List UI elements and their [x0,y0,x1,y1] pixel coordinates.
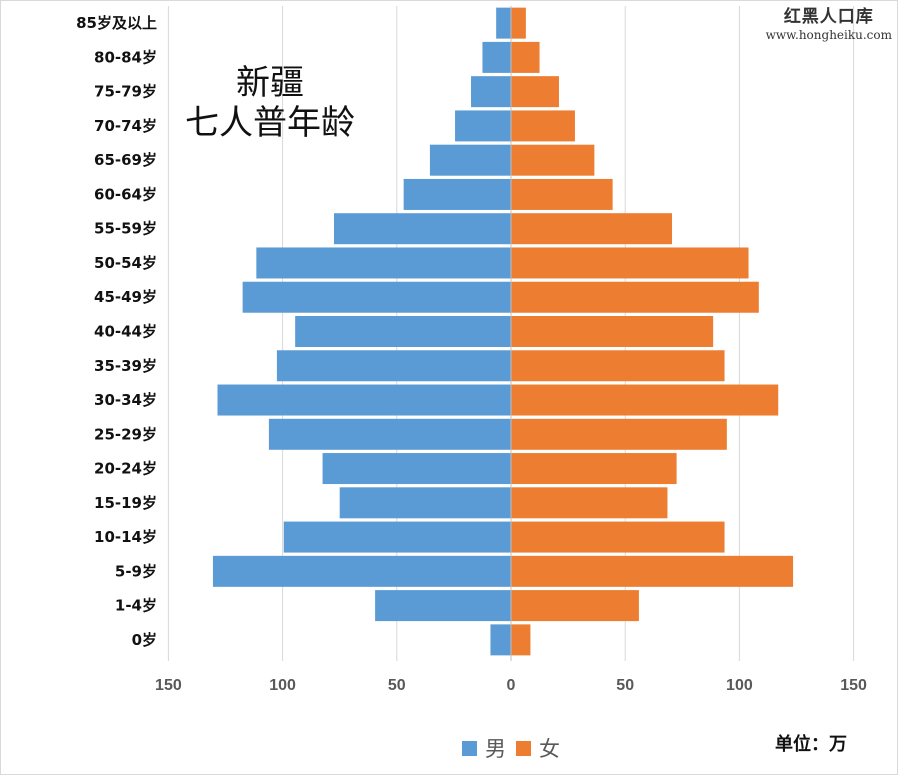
chart-title-line1: 新疆 [236,63,304,103]
age-label-2: 75-79岁 [94,83,157,101]
bar-female-13 [511,453,677,485]
bar-female-6 [511,213,673,245]
bar-male-13 [322,453,511,485]
age-label-11: 30-34岁 [94,391,157,409]
bar-female-17 [511,590,639,622]
age-label-12: 25-29岁 [94,425,157,443]
bar-male-1 [482,41,511,73]
age-label-1: 80-84岁 [94,48,157,66]
age-label-8: 45-49岁 [94,288,157,306]
x-tick-label-4: 50 [616,677,634,694]
bar-male-3 [455,110,511,142]
x-tick-labels: 150 100 50 0 50 100 150 [155,677,867,694]
unit-label: 单位：万 [775,734,847,755]
bar-male-14 [339,487,511,519]
age-label-15: 10-14岁 [94,528,157,546]
bar-male-10 [276,350,511,382]
bar-male-6 [333,213,511,245]
age-label-0: 85岁及以上 [76,14,157,32]
age-label-16: 5-9岁 [115,562,157,580]
bar-female-3 [511,110,575,142]
bar-male-16 [212,555,512,587]
bar-female-0 [511,7,526,39]
bar-male-12 [268,418,511,450]
bar-female-11 [511,384,779,416]
bars [212,7,794,656]
age-label-4: 65-69岁 [94,151,157,169]
bar-male-4 [429,144,511,176]
age-label-18: 0岁 [132,631,157,649]
bar-female-4 [511,144,595,176]
bar-female-18 [511,624,531,656]
legend-item-male: 男 [462,733,506,763]
bar-male-11 [217,384,512,416]
chart-legend: 男 女 [462,733,570,763]
x-tick-label-6: 150 [840,677,867,694]
legend-label-male: 男 [485,737,506,761]
bar-female-9 [511,316,714,347]
bar-female-12 [511,418,727,450]
watermark: 红黑人口库 www.hongheiku.com [766,2,892,42]
bar-female-8 [511,281,759,313]
legend-swatch-female [516,740,531,756]
bar-female-14 [511,487,668,519]
bar-female-10 [511,350,725,382]
bar-female-1 [511,41,540,73]
watermark-name: 红黑人口库 [783,7,874,27]
watermark-url: www.hongheiku.com [765,28,892,42]
bar-male-5 [403,178,511,210]
age-label-13: 20-24岁 [94,460,157,478]
age-label-17: 1-4岁 [115,597,157,615]
legend-item-female: 女 [516,733,560,763]
age-label-6: 55-59岁 [94,220,157,238]
legend-label-female: 女 [539,737,560,761]
x-tick-label-0: 150 [155,677,182,694]
x-tick-label-5: 100 [726,677,753,694]
bar-male-15 [283,521,511,553]
bar-male-18 [490,624,511,656]
x-tick-label-2: 50 [388,677,406,694]
age-label-7: 50-54岁 [94,254,157,272]
bar-male-7 [256,247,511,279]
bar-female-5 [511,178,613,210]
age-label-5: 60-64岁 [94,185,157,203]
age-label-3: 70-74岁 [94,117,157,135]
bar-male-2 [471,76,511,108]
bar-female-2 [511,76,559,108]
chart-title-line2: 七人普年龄 [185,103,355,143]
legend-swatch-male [462,740,477,756]
age-label-9: 40-44岁 [94,323,157,341]
age-label-10: 35-39岁 [94,357,157,375]
x-tick-label-3: 0 [507,677,516,694]
bar-male-17 [375,590,511,622]
bar-female-16 [511,555,794,587]
bar-male-0 [496,7,511,39]
bar-female-7 [511,247,749,279]
x-tick-label-1: 100 [269,677,296,694]
bar-male-8 [242,281,511,313]
age-labels: 85岁及以上 80-84岁 75-79岁 70-74岁 65-69岁 60-64岁 55-5… [76,14,157,649]
bar-male-9 [295,316,511,347]
age-label-14: 15-19岁 [94,494,157,512]
bar-female-15 [511,521,725,553]
